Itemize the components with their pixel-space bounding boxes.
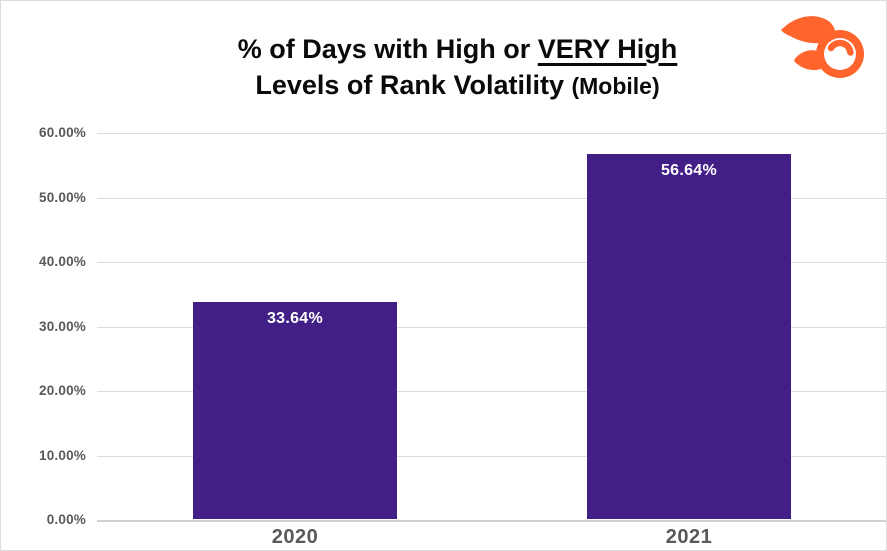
plot-gridlines: [97, 133, 886, 522]
plot-area: 33.64% 56.64%: [97, 133, 886, 520]
x-axis-tick-label: 2021: [665, 526, 713, 548]
gridline-10: [97, 455, 886, 457]
gridline-30: [97, 326, 886, 328]
x-axis: 2020 2021: [1, 526, 886, 550]
bar: 33.64%: [193, 302, 397, 519]
gridline-50: [97, 197, 886, 199]
title-line1-underlined: VERY High: [537, 34, 678, 64]
gridline-40: [97, 262, 886, 263]
bar: 56.64%: [587, 153, 791, 519]
gridline-20: [97, 391, 886, 392]
title-line2-paren: (Mobile): [571, 73, 660, 99]
y-axis-tick-label: 40.00%: [39, 254, 86, 269]
gridline-60: [97, 133, 886, 134]
bar-value-label: 56.64%: [660, 161, 718, 179]
y-axis-tick-label: 0.00%: [46, 512, 86, 527]
x-axis-line: [97, 520, 886, 522]
chart-title: % of Days with High or VERY High Levels …: [15, 31, 886, 104]
bar-value-label: 33.64%: [266, 310, 324, 327]
y-axis-tick-label: 60.00%: [39, 125, 86, 140]
semrush-logo-icon: [778, 9, 878, 89]
x-axis-tick-label: 2020: [271, 526, 319, 548]
y-axis-tick-label: 30.00%: [39, 318, 86, 334]
y-axis: 60.00% 50.00% 40.00% 30.00% 20.00% 10.00…: [1, 125, 86, 527]
title-line1-prefix: % of Days with High or: [237, 34, 538, 64]
y-axis-tick-label: 10.00%: [39, 447, 86, 463]
title-line2-main: Levels of Rank Volatility: [255, 70, 572, 100]
y-axis-tick-label: 20.00%: [39, 383, 86, 398]
y-axis-tick-label: 50.00%: [39, 189, 86, 205]
